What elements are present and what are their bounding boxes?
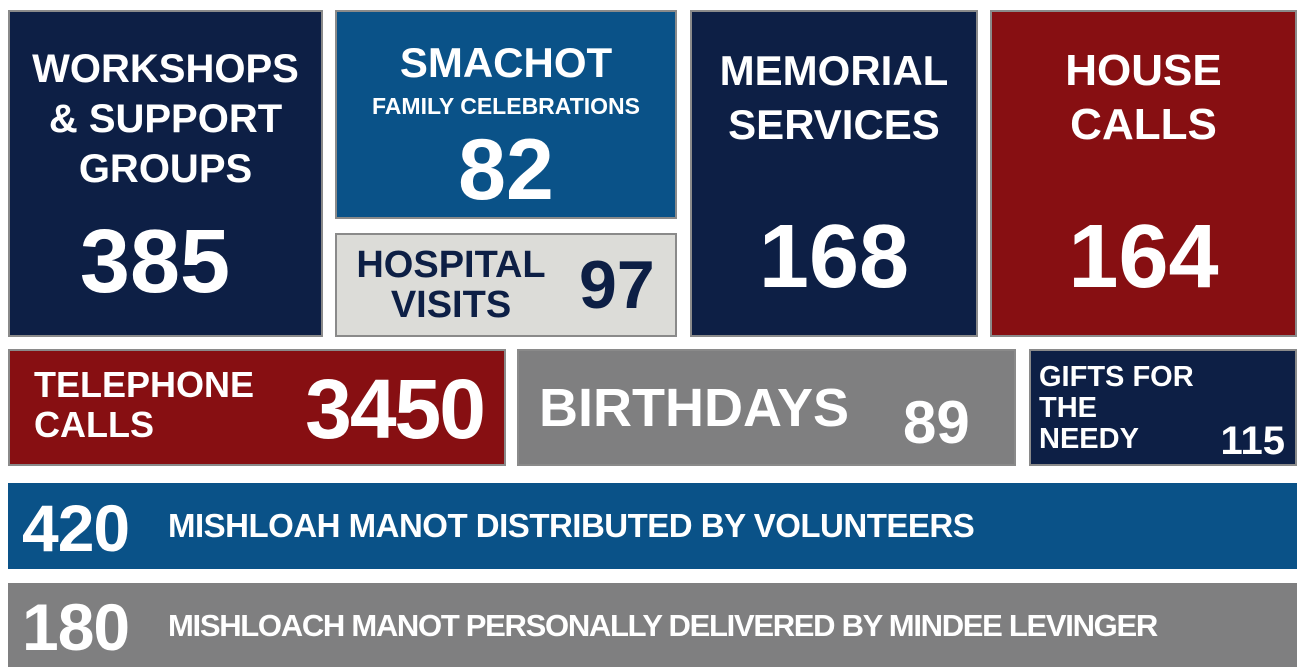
tile-hospital: HOSPITAL VISITS 97 [335, 233, 677, 337]
tile-telephone: TELEPHONE CALLS 3450 [8, 349, 506, 466]
title-line: CALLS [1070, 100, 1217, 149]
banner-volunteers: 420 MISHLOAH MANOT DISTRIBUTED BY VOLUNT… [8, 483, 1297, 569]
tile-title: TELEPHONE CALLS [34, 365, 254, 445]
title-line: NEEDY [1039, 423, 1139, 455]
title-line: WORKSHOPS [32, 47, 299, 91]
tile-memorial: MEMORIAL SERVICES 168 [690, 10, 978, 337]
tile-value: 164 [1068, 207, 1219, 307]
title-line: GROUPS [78, 147, 253, 191]
tile-value: 3450 [305, 362, 486, 456]
title-line: SERVICES [728, 101, 940, 148]
banner-value: 420 [22, 491, 130, 565]
tile-gifts: GIFTS FOR THE NEEDY 115 [1029, 349, 1297, 466]
title-line: THE [1039, 392, 1097, 424]
tile-title: BIRTHDAYS [539, 378, 850, 438]
title-line: HOSPITAL [356, 244, 546, 286]
banner-text: MISHLOACH MANOT PERSONALLY DELIVERED BY … [168, 608, 1158, 643]
title-line: GIFTS FOR [1039, 361, 1194, 393]
tile-title: SMACHOT [399, 39, 613, 86]
tile-title: HOSPITAL VISITS [351, 245, 551, 325]
banner-text: MISHLOAH MANOT DISTRIBUTED BY VOLUNTEERS [168, 507, 975, 544]
tile-smachot: SMACHOT FAMILY CELEBRATIONS 82 [335, 10, 677, 219]
tile-value: 82 [458, 122, 554, 218]
tile-house-calls: HOUSE CALLS 164 [990, 10, 1297, 337]
title-line: VISITS [390, 284, 512, 326]
tile-birthdays: BIRTHDAYS 89 [517, 349, 1016, 466]
title-line: MEMORIAL [719, 47, 949, 94]
tile-value: 385 [79, 212, 231, 312]
tile-workshops: WORKSHOPS & SUPPORT GROUPS 385 [8, 10, 323, 337]
tile-value: 97 [579, 247, 655, 323]
tile-subtitle: FAMILY CELEBRATIONS [372, 93, 640, 119]
title-line: & SUPPORT [48, 97, 283, 141]
tile-title: GIFTS FOR THE NEEDY [1039, 362, 1194, 455]
banner-mindee: 180 MISHLOACH MANOT PERSONALLY DELIVERED… [8, 583, 1297, 667]
tile-title: MEMORIAL SERVICES [692, 44, 976, 152]
banner-value: 180 [22, 590, 130, 664]
tile-title: HOUSE CALLS [992, 44, 1295, 152]
title-line: TELEPHONE [34, 364, 255, 405]
tile-value: 168 [758, 207, 910, 307]
tile-title: WORKSHOPS & SUPPORT GROUPS [10, 44, 321, 194]
title-line: HOUSE [1065, 46, 1222, 95]
title-line: CALLS [34, 404, 154, 445]
tile-value: 89 [903, 389, 970, 456]
tile-value: 115 [1220, 419, 1285, 463]
